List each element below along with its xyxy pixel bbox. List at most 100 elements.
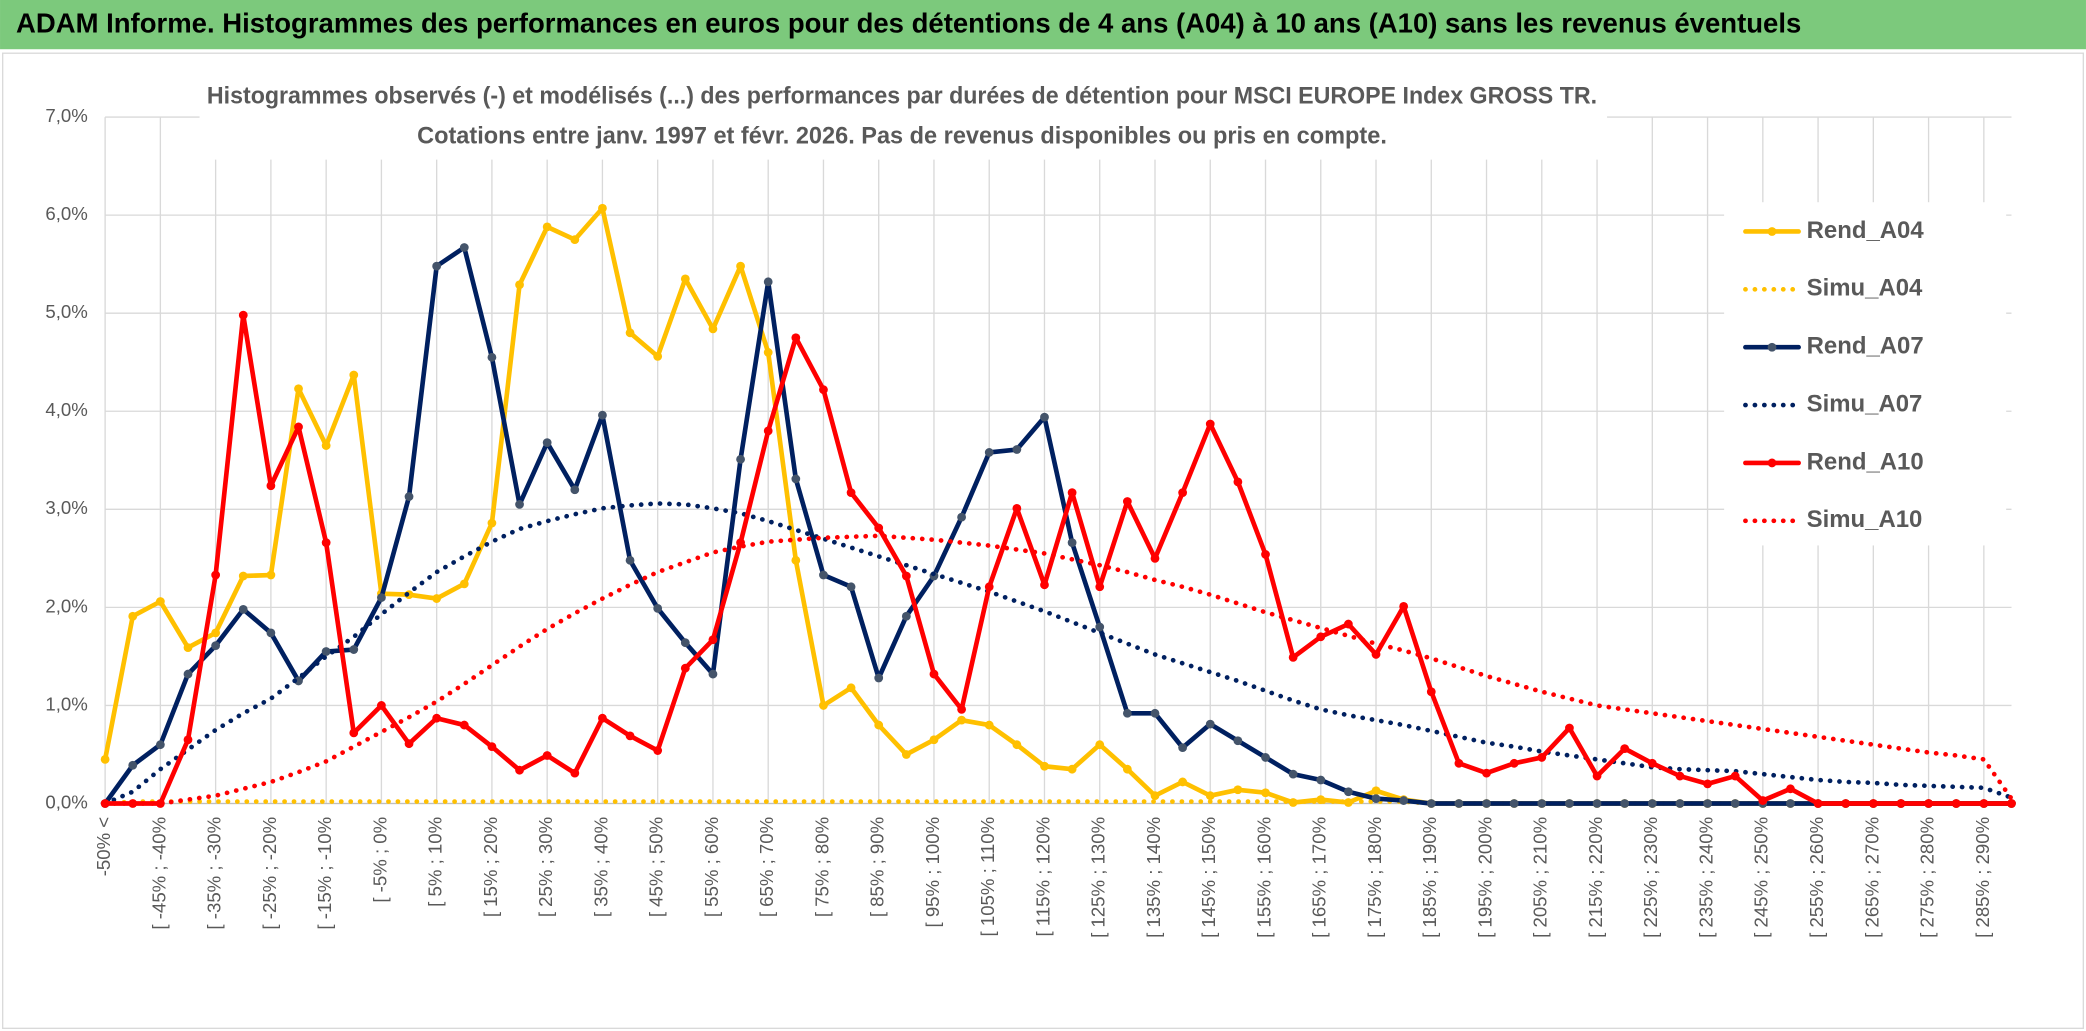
x-tick-label: [ 155% ; 160%: [1253, 817, 1274, 938]
y-tick-label: 0,0%: [45, 791, 87, 812]
data-point: [1951, 799, 1961, 808]
data-point: [1012, 445, 1022, 454]
data-point: [100, 754, 110, 764]
data-point: [211, 628, 221, 638]
data-point: [1150, 708, 1160, 718]
data-point: [570, 768, 580, 778]
data-point: [1841, 799, 1851, 808]
legend-label: Rend_A07: [1807, 333, 1924, 360]
data-point: [708, 324, 718, 334]
data-point: [1786, 784, 1795, 794]
data-point: [238, 604, 248, 614]
data-point: [321, 441, 331, 450]
data-point: [542, 438, 552, 448]
data-point: [653, 603, 663, 613]
data-point: [1344, 619, 1353, 629]
data-point: [1205, 791, 1215, 801]
data-point: [1454, 758, 1464, 768]
data-point: [1178, 777, 1188, 787]
legend-label: Simu_A10: [1807, 506, 1923, 533]
x-tick-label: [ 285% ; 290%: [1972, 817, 1993, 938]
data-point: [1565, 723, 1574, 733]
data-point: [1316, 632, 1326, 642]
data-point: [459, 579, 469, 589]
x-tick-label: [ -35% ; -30%: [204, 817, 225, 930]
data-point: [1067, 488, 1077, 498]
data-point: [957, 715, 966, 725]
x-tick-label: [ 135% ; 140%: [1143, 817, 1164, 938]
y-tick-label: 7,0%: [45, 105, 87, 126]
data-point: [625, 555, 635, 565]
data-point: [1233, 736, 1243, 746]
data-point: [1095, 622, 1105, 632]
x-tick-label: [ 35% ; 40%: [590, 817, 611, 917]
data-point: [211, 641, 221, 651]
data-point: [515, 500, 524, 509]
x-tick-label: [ 65% ; 70%: [756, 817, 777, 917]
data-point: [294, 422, 303, 432]
data-point: [183, 669, 193, 679]
data-point: [1675, 799, 1685, 808]
data-point: [211, 570, 221, 580]
data-point: [1620, 799, 1630, 808]
data-point: [1399, 602, 1409, 611]
x-tick-label: [ 275% ; 280%: [1917, 817, 1938, 938]
data-point: [1592, 799, 1602, 808]
data-point: [874, 523, 884, 533]
data-point: [1122, 708, 1132, 718]
data-point: [1012, 503, 1022, 513]
data-point: [1205, 719, 1215, 729]
data-point: [1537, 753, 1547, 762]
series-line: [102, 312, 2014, 806]
x-tick-label: [ 245% ; 250%: [1751, 817, 1772, 938]
legend-label: Simu_A04: [1807, 275, 1923, 302]
data-point: [984, 582, 994, 592]
data-point: [1261, 550, 1270, 559]
x-tick-label: [ 45% ; 50%: [646, 817, 667, 917]
data-point: [1205, 419, 1215, 429]
data-point: [294, 676, 303, 686]
data-point: [653, 351, 663, 361]
data-point: [515, 765, 524, 775]
data-point: [901, 611, 911, 621]
x-tick-label: [ 215% ; 220%: [1585, 817, 1606, 938]
data-point: [819, 701, 828, 710]
data-point: [1150, 553, 1160, 563]
data-point: [542, 222, 552, 232]
x-tick-label: [ -5% ; 0%: [369, 817, 390, 903]
data-point: [1758, 796, 1768, 805]
x-tick-label: [ 125% ; 130%: [1088, 817, 1109, 938]
data-point: [266, 481, 276, 491]
data-point: [404, 492, 414, 501]
x-tick-label: [ 165% ; 170%: [1309, 817, 1330, 938]
x-tick-label: [ 15% ; 20%: [480, 817, 501, 917]
legend-label: Rend_A04: [1807, 217, 1925, 244]
data-point: [736, 454, 745, 464]
data-point: [1730, 771, 1740, 781]
data-point: [238, 310, 248, 320]
data-point: [515, 280, 524, 290]
data-point: [680, 663, 690, 673]
data-point: [266, 628, 276, 638]
data-point: [1813, 799, 1823, 808]
data-point: [1178, 743, 1188, 753]
data-point: [128, 760, 138, 770]
data-point: [1703, 799, 1712, 808]
y-tick-label: 2,0%: [45, 595, 87, 616]
data-point: [1703, 779, 1712, 789]
data-point: [1620, 744, 1630, 753]
data-point: [1178, 488, 1188, 498]
data-point: [1344, 787, 1353, 797]
data-point: [791, 474, 801, 484]
data-point: [984, 448, 994, 457]
data-point: [1786, 799, 1795, 808]
data-point: [901, 571, 911, 581]
data-point: [763, 426, 773, 436]
x-tick-label: [ 75% ; 80%: [811, 817, 832, 917]
data-point: [2007, 799, 2016, 808]
data-point: [1288, 653, 1298, 662]
x-tick-label: [ 5% ; 10%: [425, 817, 446, 907]
data-point: [957, 704, 966, 714]
data-point: [791, 333, 801, 343]
